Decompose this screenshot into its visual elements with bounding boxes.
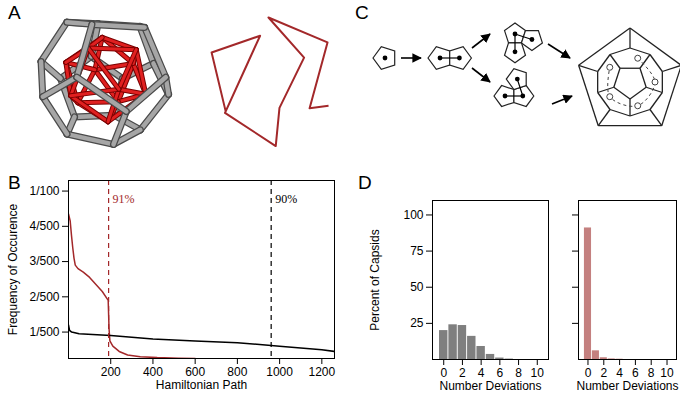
svg-text:800: 800 xyxy=(227,365,248,379)
svg-text:2: 2 xyxy=(459,366,466,380)
svg-text:75: 75 xyxy=(410,244,424,258)
svg-text:6: 6 xyxy=(496,366,504,380)
svg-text:10: 10 xyxy=(530,366,544,380)
svg-text:1200: 1200 xyxy=(308,365,335,379)
svg-text:4/500: 4/500 xyxy=(29,219,59,233)
svg-text:200: 200 xyxy=(101,365,121,379)
svg-text:2: 2 xyxy=(600,366,608,380)
html-text:D: D xyxy=(358,172,372,193)
svg-text:50: 50 xyxy=(410,280,424,294)
svg-text:100: 100 xyxy=(403,208,423,222)
svg-text:10: 10 xyxy=(660,366,674,380)
svg-text:4: 4 xyxy=(477,366,485,380)
svg-text:91%: 91% xyxy=(113,192,135,206)
svg-text:8: 8 xyxy=(515,366,522,380)
svg-text:0: 0 xyxy=(584,366,592,380)
svg-text:1/500: 1/500 xyxy=(29,325,59,339)
svg-text:1/100: 1/100 xyxy=(29,184,59,198)
svg-text:Hamiltonian Path: Hamiltonian Path xyxy=(156,378,247,392)
svg-text:90%: 90% xyxy=(275,192,297,206)
svg-text:400: 400 xyxy=(142,365,163,379)
svg-text:Percent of Capsids: Percent of Capsids xyxy=(368,229,382,330)
svg-text:2/500: 2/500 xyxy=(29,290,59,304)
svg-text:0: 0 xyxy=(440,366,448,380)
svg-text:3/500: 3/500 xyxy=(29,254,59,268)
svg-text:Number Deviations: Number Deviations xyxy=(439,379,541,393)
svg-text:8: 8 xyxy=(647,366,655,380)
svg-text:6: 6 xyxy=(632,366,639,380)
svg-text:25: 25 xyxy=(410,316,424,330)
svg-text:4: 4 xyxy=(616,366,623,380)
html-text:B: B xyxy=(8,172,21,193)
html-text:C: C xyxy=(355,2,369,23)
svg-text:Frequency of Occurence: Frequency of Occurence xyxy=(6,203,20,335)
svg-text:600: 600 xyxy=(185,365,206,379)
html-text:A: A xyxy=(8,2,21,23)
svg-text:Number Deviations: Number Deviations xyxy=(576,379,678,393)
svg-text:1000: 1000 xyxy=(266,365,293,379)
